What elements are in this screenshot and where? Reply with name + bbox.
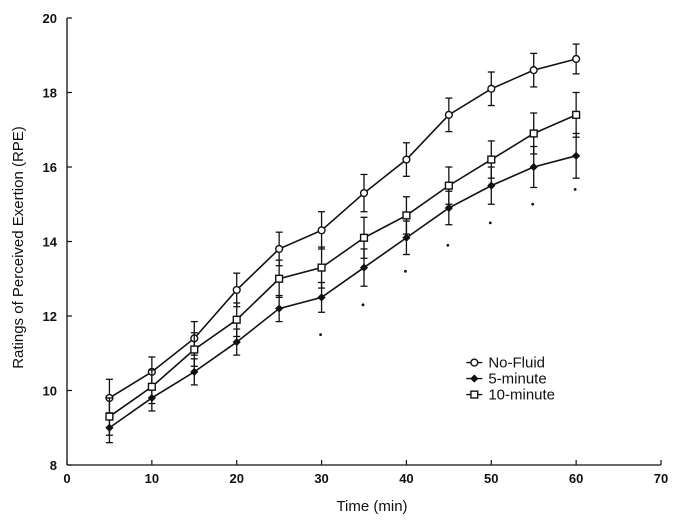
data-point [529, 129, 538, 138]
data-point [487, 84, 496, 93]
y-axis-title: Ratings of Perceived Exertion (RPE) [10, 126, 27, 369]
legend-marker [470, 358, 479, 367]
data-point [317, 226, 326, 235]
series-10-minute [105, 91, 581, 436]
data-point [572, 110, 581, 119]
data-point [105, 412, 114, 421]
data-point [147, 382, 156, 391]
y-tick-label: 14 [43, 235, 58, 250]
significance-dot [488, 221, 492, 225]
data-point [402, 155, 411, 164]
y-tick-label: 18 [43, 86, 57, 101]
data-point [402, 211, 411, 220]
data-point [529, 66, 538, 75]
series-line-no-fluid [109, 58, 577, 399]
series-group [105, 43, 581, 444]
data-point [444, 203, 453, 213]
data-point [232, 285, 241, 295]
legend-marker [470, 374, 479, 383]
significance-dot [446, 243, 450, 247]
data-point [317, 293, 326, 302]
x-tick-label: 20 [229, 471, 243, 486]
data-point [487, 155, 496, 164]
significance-dot [531, 202, 535, 206]
x-tick-label: 10 [145, 471, 159, 486]
data-point [359, 233, 369, 242]
legend-label: 5-minute [488, 371, 546, 388]
significance-dot [361, 303, 365, 307]
legend-label: No-Fluid [488, 355, 545, 372]
data-point [275, 304, 284, 313]
data-point [190, 345, 199, 354]
x-tick-label: 40 [399, 471, 413, 486]
data-point [572, 151, 581, 160]
data-point [275, 274, 284, 283]
series-line-10-minute [108, 114, 577, 418]
data-point [232, 337, 241, 347]
significance-dot [319, 333, 322, 337]
y-tick-label: 8 [50, 458, 57, 473]
data-point [572, 54, 581, 64]
x-tick-label: 70 [654, 471, 668, 486]
significance-dot [573, 187, 577, 191]
data-point [275, 244, 284, 254]
ticks: 0 10 20 30 40 50 60 70 8 10 12 14 16 18 20 [43, 11, 669, 486]
significance-markers [319, 187, 577, 337]
data-point [190, 367, 199, 376]
data-point [317, 263, 326, 272]
x-tick-label: 30 [314, 471, 328, 486]
data-point [359, 263, 369, 272]
significance-dot [404, 269, 407, 273]
x-tick-label: 50 [484, 471, 498, 486]
x-tick-label: 0 [63, 471, 70, 486]
series-line-5-minute [108, 155, 577, 429]
x-axis-title: Time (min) [336, 498, 407, 515]
data-point [444, 110, 453, 119]
x-tick-label: 60 [569, 471, 583, 486]
data-point [487, 181, 496, 190]
legend-marker [470, 390, 479, 399]
y-tick-label: 12 [43, 309, 57, 324]
series-5-minute [105, 132, 581, 444]
data-point [232, 315, 241, 324]
data-point [529, 162, 538, 172]
data-point [444, 181, 453, 190]
data-point [402, 233, 411, 242]
legend-label: 10-minute [488, 387, 555, 404]
y-tick-label: 20 [43, 11, 57, 26]
data-point [359, 188, 369, 198]
y-tick-label: 16 [43, 160, 57, 175]
y-tick-label: 10 [43, 384, 57, 399]
